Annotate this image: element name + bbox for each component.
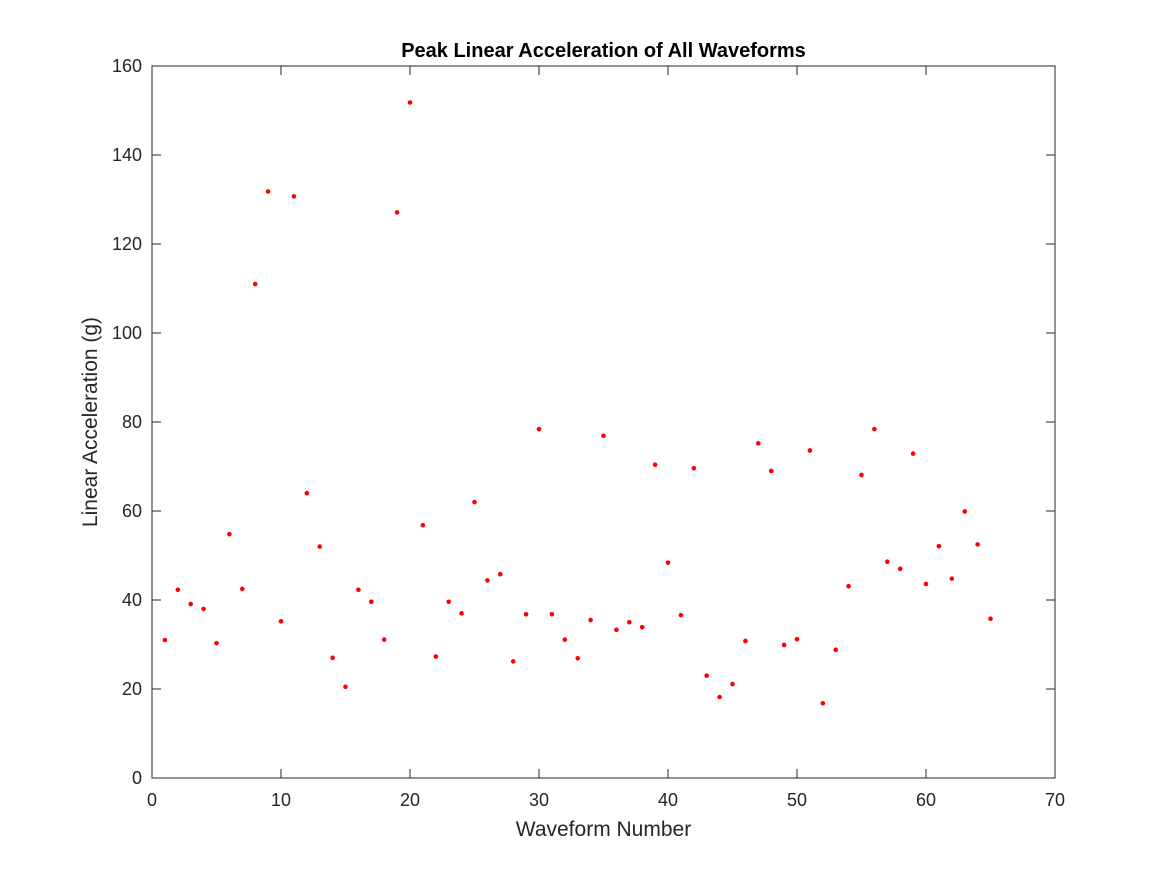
data-point	[162, 637, 168, 643]
y-axis-label: Linear Acceleration (g)	[79, 317, 102, 527]
data-point	[549, 611, 555, 617]
data-point	[949, 576, 955, 581]
data-point	[807, 448, 813, 453]
x-tick-label: 30	[529, 790, 549, 810]
data-point	[446, 599, 452, 605]
data-point	[601, 433, 606, 439]
data-point	[794, 636, 800, 642]
x-tick-label: 60	[916, 790, 936, 810]
data-point	[910, 451, 916, 456]
x-tick-label: 10	[271, 790, 291, 810]
y-tick-label: 20	[122, 679, 142, 699]
data-point	[885, 559, 890, 565]
data-point	[523, 611, 529, 617]
data-point	[781, 642, 787, 648]
data-point	[240, 586, 245, 592]
data-point	[485, 578, 490, 583]
data-markers	[162, 100, 993, 706]
data-point	[872, 426, 877, 432]
x-tick-label: 40	[658, 790, 678, 810]
data-point	[536, 426, 542, 432]
data-point	[369, 599, 374, 605]
plot-background	[152, 66, 1055, 778]
data-point	[833, 647, 838, 653]
data-point	[897, 566, 903, 572]
y-tick-label: 140	[112, 145, 142, 165]
data-point	[988, 616, 993, 621]
x-tick-label: 20	[400, 790, 420, 810]
tick-labels: 0 10 20 30 40 50 60 70 0 20 40 60 80 100 120 140 160	[112, 56, 1065, 810]
data-point	[356, 587, 361, 593]
x-axis-label: Waveform Number	[516, 818, 691, 841]
axes-box	[151, 65, 1056, 779]
data-point	[407, 100, 413, 105]
data-point	[859, 472, 864, 478]
data-point	[394, 210, 400, 215]
data-point	[343, 684, 348, 690]
x-tick-label: 0	[147, 790, 157, 810]
y-tick-label: 80	[122, 412, 142, 432]
data-point	[510, 659, 516, 664]
data-point	[756, 441, 761, 446]
data-point	[188, 601, 193, 607]
data-point	[201, 606, 206, 612]
data-point	[717, 694, 722, 700]
data-point	[962, 509, 967, 514]
y-tick-label: 120	[112, 234, 142, 254]
data-point	[278, 619, 284, 624]
data-point	[291, 194, 297, 199]
data-point	[330, 655, 335, 661]
data-point	[575, 655, 580, 661]
x-tick-label: 70	[1045, 790, 1065, 810]
data-point	[627, 619, 632, 625]
data-point	[459, 611, 464, 616]
axes-frame	[151, 65, 1056, 779]
data-point	[214, 640, 219, 646]
x-tick-label: 50	[787, 790, 807, 810]
data-point	[975, 542, 980, 547]
data-point	[252, 281, 258, 287]
data-point	[472, 499, 477, 505]
data-point	[433, 654, 439, 659]
data-point	[498, 571, 503, 577]
data-point	[175, 587, 181, 593]
y-tick-label: 160	[112, 56, 142, 76]
data-point	[420, 522, 426, 528]
data-point	[665, 560, 671, 565]
data-point	[562, 637, 568, 642]
data-point	[381, 637, 387, 642]
data-point	[304, 490, 310, 496]
y-tick-label: 0	[132, 768, 142, 788]
data-point	[317, 544, 323, 549]
data-point	[743, 638, 748, 644]
plot-area	[152, 66, 1055, 778]
data-point	[846, 583, 851, 589]
data-point	[768, 468, 774, 474]
data-point	[227, 531, 232, 537]
y-tick-label: 40	[122, 590, 142, 610]
data-point	[652, 462, 658, 468]
data-point	[678, 612, 684, 618]
data-point	[588, 617, 593, 623]
data-point	[820, 700, 826, 706]
y-tick-label: 60	[122, 501, 142, 521]
y-tick-label: 100	[112, 323, 142, 343]
data-point	[923, 581, 929, 587]
data-point	[730, 681, 735, 687]
data-point	[614, 627, 619, 633]
data-point	[639, 624, 645, 630]
data-point	[691, 465, 697, 471]
data-point	[265, 189, 271, 194]
chart-title: Peak Linear Acceleration of All Waveform…	[401, 40, 806, 62]
data-point	[704, 673, 709, 678]
data-point	[936, 543, 942, 549]
